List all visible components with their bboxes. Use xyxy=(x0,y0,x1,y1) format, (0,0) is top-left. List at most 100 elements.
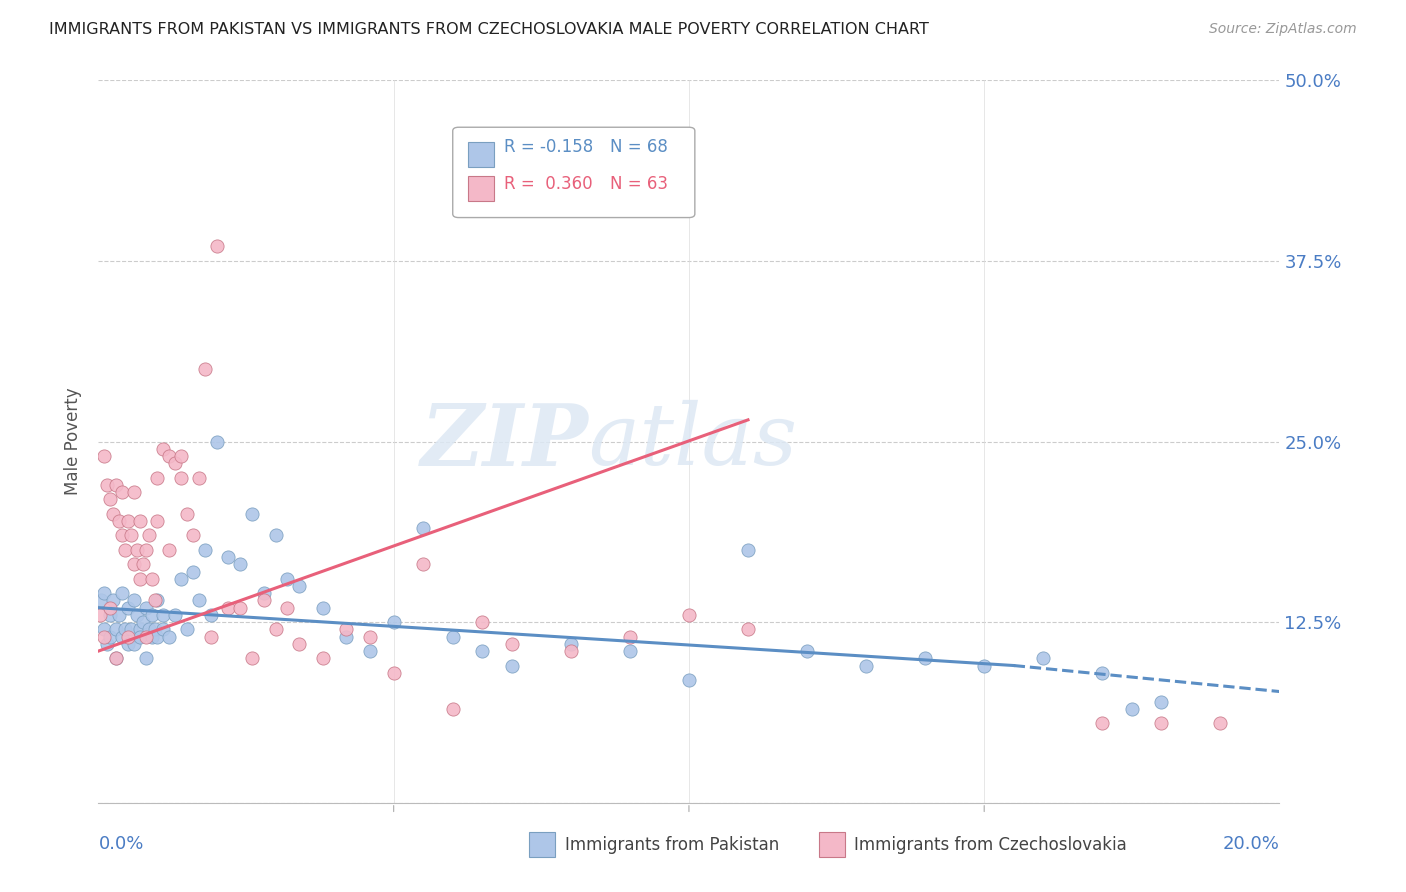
Text: R = -0.158: R = -0.158 xyxy=(503,138,593,156)
Point xyxy=(678,607,700,622)
Point xyxy=(114,623,136,637)
Point xyxy=(501,637,523,651)
Point xyxy=(93,586,115,600)
Text: Immigrants from Pakistan: Immigrants from Pakistan xyxy=(565,836,779,854)
Point xyxy=(165,456,187,470)
Point xyxy=(125,607,148,622)
Point xyxy=(165,607,187,622)
Point xyxy=(143,623,166,637)
Point xyxy=(105,651,128,665)
Point xyxy=(181,565,204,579)
Point xyxy=(128,514,150,528)
Point xyxy=(170,470,193,484)
Point xyxy=(157,542,180,557)
Point xyxy=(276,600,298,615)
Point xyxy=(146,593,169,607)
Point xyxy=(111,485,134,500)
Point xyxy=(89,607,111,622)
Point xyxy=(200,607,222,622)
Point xyxy=(125,542,148,557)
Point xyxy=(441,702,464,716)
Point xyxy=(120,528,142,542)
Point xyxy=(187,470,209,484)
Point xyxy=(157,449,180,463)
Point xyxy=(796,644,818,658)
Point xyxy=(98,600,121,615)
Point xyxy=(146,470,169,484)
Point xyxy=(560,644,582,658)
Point xyxy=(90,593,112,607)
Point xyxy=(229,600,252,615)
Text: IMMIGRANTS FROM PAKISTAN VS IMMIGRANTS FROM CZECHOSLOVAKIA MALE POVERTY CORRELAT: IMMIGRANTS FROM PAKISTAN VS IMMIGRANTS F… xyxy=(49,22,929,37)
Point xyxy=(98,630,121,644)
Point xyxy=(111,586,134,600)
Point xyxy=(359,644,381,658)
Point xyxy=(914,651,936,665)
Point xyxy=(117,514,139,528)
Point xyxy=(143,593,166,607)
Point xyxy=(855,658,877,673)
Point xyxy=(146,514,169,528)
Point xyxy=(103,593,125,607)
Point xyxy=(200,630,222,644)
Point xyxy=(105,651,128,665)
Point xyxy=(264,623,287,637)
Point xyxy=(288,579,311,593)
Point xyxy=(382,615,405,630)
Text: Source: ZipAtlas.com: Source: ZipAtlas.com xyxy=(1209,22,1357,37)
Point xyxy=(98,492,121,507)
Point xyxy=(335,623,357,637)
Text: atlas: atlas xyxy=(589,401,797,483)
Point xyxy=(471,644,494,658)
Point xyxy=(973,658,995,673)
Point xyxy=(120,623,142,637)
Point xyxy=(152,607,174,622)
Y-axis label: Male Poverty: Male Poverty xyxy=(65,388,83,495)
Point xyxy=(737,623,759,637)
Text: Immigrants from Czechoslovakia: Immigrants from Czechoslovakia xyxy=(855,836,1128,854)
Point xyxy=(276,572,298,586)
Point xyxy=(1209,716,1232,731)
Point xyxy=(105,478,128,492)
Point xyxy=(93,630,115,644)
Point xyxy=(128,572,150,586)
Point xyxy=(96,478,118,492)
Point xyxy=(122,485,145,500)
Point xyxy=(170,449,193,463)
Point xyxy=(1091,716,1114,731)
Point xyxy=(412,521,434,535)
FancyBboxPatch shape xyxy=(468,177,494,201)
Point xyxy=(205,434,228,449)
Point xyxy=(138,528,160,542)
Point xyxy=(312,651,335,665)
Point xyxy=(359,630,381,644)
Point xyxy=(117,600,139,615)
Point xyxy=(152,623,174,637)
Point xyxy=(412,558,434,572)
Point xyxy=(93,449,115,463)
Point xyxy=(152,442,174,456)
Point xyxy=(141,607,163,622)
Point xyxy=(141,572,163,586)
Point xyxy=(619,630,641,644)
Point xyxy=(122,558,145,572)
Point xyxy=(176,507,198,521)
Point xyxy=(471,615,494,630)
Point xyxy=(1150,695,1173,709)
FancyBboxPatch shape xyxy=(530,832,555,857)
Point xyxy=(141,630,163,644)
FancyBboxPatch shape xyxy=(818,832,845,857)
Point xyxy=(737,542,759,557)
FancyBboxPatch shape xyxy=(453,128,695,218)
Text: ZIP: ZIP xyxy=(420,400,589,483)
Point xyxy=(288,637,311,651)
Point xyxy=(170,572,193,586)
Point xyxy=(253,593,276,607)
Point xyxy=(560,637,582,651)
Point xyxy=(122,593,145,607)
Point xyxy=(1150,716,1173,731)
Point xyxy=(135,600,157,615)
Point xyxy=(240,507,263,521)
Point xyxy=(93,623,115,637)
Text: N = 63: N = 63 xyxy=(610,175,668,193)
